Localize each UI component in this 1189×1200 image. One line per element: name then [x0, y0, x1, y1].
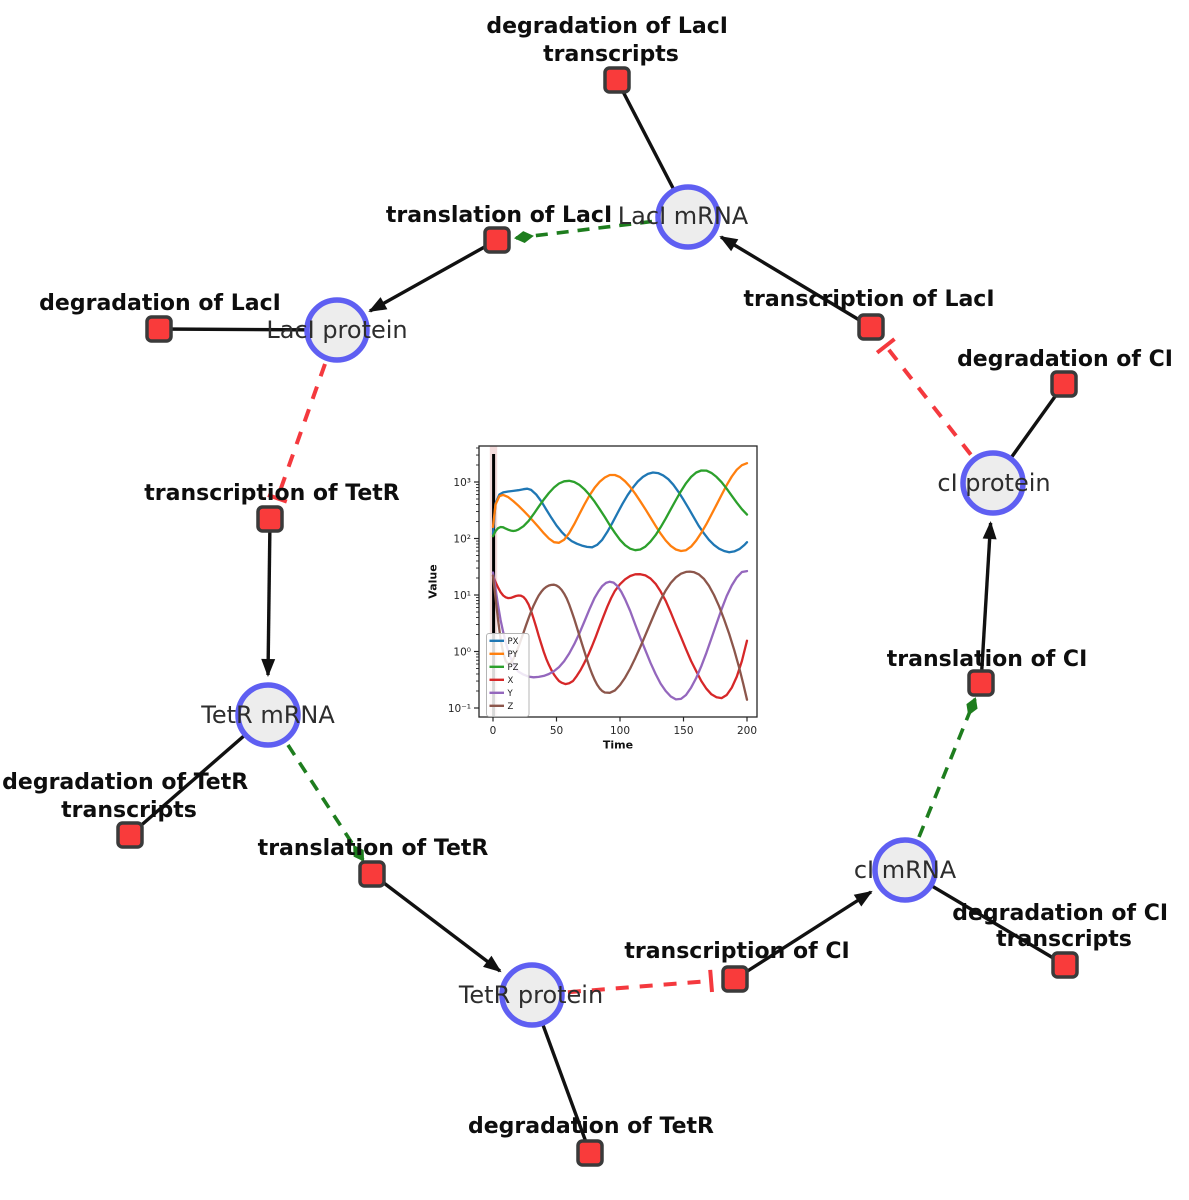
species-label-ci-protein: cI protein — [937, 469, 1050, 497]
reaction-node-degradation-of-laci[interactable] — [145, 315, 173, 343]
reaction-label-degradation-of-tetr: degradation of TetR — [468, 1114, 714, 1139]
reaction-labels: degradation of LacI transcripts translat… — [2, 14, 1176, 1139]
edge-translationlaci-laciprotein — [368, 238, 498, 313]
reaction-nodes — [116, 66, 1079, 1167]
reaction-node-transcription-of-ci[interactable] — [721, 965, 749, 993]
inhibition-tbar-transcriptionci — [708, 969, 714, 993]
x-tick-label-2: 100 — [610, 725, 630, 737]
species-node-tetr-mrna[interactable] — [235, 682, 301, 748]
species-label-ci-mrna: cI mRNA — [854, 856, 957, 884]
reaction-label-translation-of-ci: translation of CI — [887, 647, 1088, 672]
legend-entry-X: X — [508, 676, 514, 686]
reaction-node-translation-of-ci[interactable] — [967, 669, 995, 697]
inhibition-tbar-transcriptiontetr — [267, 493, 288, 504]
chart-series-Z — [491, 570, 749, 701]
species-label-laci-protein: LacI protein — [266, 316, 407, 344]
reaction-node-degradation-of-tetr-transcripts[interactable] — [116, 821, 144, 849]
reaction-node-translation-of-laci[interactable] — [483, 226, 511, 254]
chart-legend: PX PY PZ XYZ — [486, 633, 530, 717]
species-label-tetr-mrna: TetR mRNA — [200, 701, 335, 729]
reaction-label-transcription-of-laci: transcription of LacI — [743, 287, 994, 312]
species-labels: LacI mRNA LacI protein TetR mRNA TetR pr… — [200, 202, 1050, 1009]
edge-translationtetr-tetrprotein — [370, 872, 502, 973]
species-node-tetr-protein[interactable] — [499, 962, 565, 1028]
y-tick-label-4: 10⁻¹ — [448, 703, 471, 715]
reaction-node-translation-of-tetr[interactable] — [358, 860, 386, 888]
chart-frame — [478, 445, 758, 718]
reaction-label-degradation-of-ci: degradation of CI — [957, 347, 1173, 372]
modifier-edge-lacimrna-translationlaci — [514, 219, 653, 243]
x-tick-label-4: 200 — [737, 725, 757, 737]
modifier-edge-cimrna-translationci — [917, 697, 978, 838]
edge-transcriptionci-cimrna — [734, 890, 873, 981]
reaction-label-degradation-of-tetr-transcripts: degradation of TetR transcripts — [2, 770, 256, 823]
axis-ticks: 0 50 100 150 200 10³ 10² 10¹ 10⁰ 10⁻¹ — [448, 477, 757, 737]
reaction-label-transcription-of-tetr: transcription of TetR — [144, 481, 400, 506]
species-label-tetr-protein: TetR protein — [458, 981, 603, 1009]
species-node-ci-protein[interactable] — [960, 450, 1026, 516]
species-node-laci-protein[interactable] — [304, 297, 370, 363]
chart-series-PX — [491, 471, 749, 554]
y-tick-label-3: 10⁰ — [453, 646, 471, 658]
reaction-label-degradation-of-ci-transcripts: degradation of CI transcripts — [952, 901, 1176, 952]
species-node-laci-mrna[interactable] — [655, 184, 721, 250]
y-tick-label-0: 10³ — [453, 477, 471, 489]
reaction-node-transcription-of-laci[interactable] — [857, 313, 885, 341]
inhibition-edge-laciprotein-transcriptiontetr — [275, 363, 327, 499]
modifier-edge-tetrmrna-translationtetr — [286, 744, 365, 862]
chart-series-PZ — [491, 469, 749, 552]
species-node-ci-mrna[interactable] — [872, 837, 938, 903]
x-tick-label-3: 150 — [673, 725, 693, 737]
reaction-node-degradation-of-tetr[interactable] — [576, 1139, 604, 1167]
reaction-node-degradation-of-laci-transcripts[interactable] — [603, 66, 631, 94]
edge-transcriptionlaci-lacimrna — [719, 235, 872, 329]
reaction-node-degradation-of-ci-transcripts[interactable] — [1051, 951, 1079, 979]
inhibition-tbar-transcriptionlaci — [875, 337, 896, 355]
y-axis-label: Value — [427, 564, 440, 598]
edge-transcriptiontetr-tetrmrna — [261, 518, 276, 677]
y-tick-label-2: 10¹ — [453, 590, 471, 602]
reaction-node-transcription-of-tetr[interactable] — [256, 505, 284, 533]
edge-translationci-ciprotein — [979, 521, 997, 684]
y-tick-label-1: 10² — [453, 533, 471, 545]
reaction-node-degradation-of-ci[interactable] — [1050, 370, 1078, 398]
reaction-label-translation-of-laci: translation of LacI — [386, 203, 612, 228]
legend-entry-Z: Z — [508, 702, 514, 712]
species-nodes — [235, 184, 1026, 1028]
legend-entry-PZ: PZ — [508, 663, 519, 673]
legend-entry-PY: PY — [508, 650, 519, 660]
legend-entry-PX: PX — [508, 637, 519, 647]
reaction-label-degradation-of-laci-transcripts: degradation of LacI transcripts — [486, 14, 735, 67]
reaction-label-translation-of-tetr: translation of TetR — [258, 836, 489, 861]
reaction-label-transcription-of-ci: transcription of CI — [624, 939, 849, 964]
x-tick-label-0: 0 — [490, 725, 497, 737]
species-label-laci-mrna: LacI mRNA — [618, 202, 749, 230]
x-axis-label: Time — [603, 739, 633, 752]
x-tick-label-1: 50 — [550, 725, 563, 737]
reaction-label-degradation-of-laci: degradation of LacI — [39, 291, 281, 316]
legend-entry-Y: Y — [507, 689, 514, 699]
